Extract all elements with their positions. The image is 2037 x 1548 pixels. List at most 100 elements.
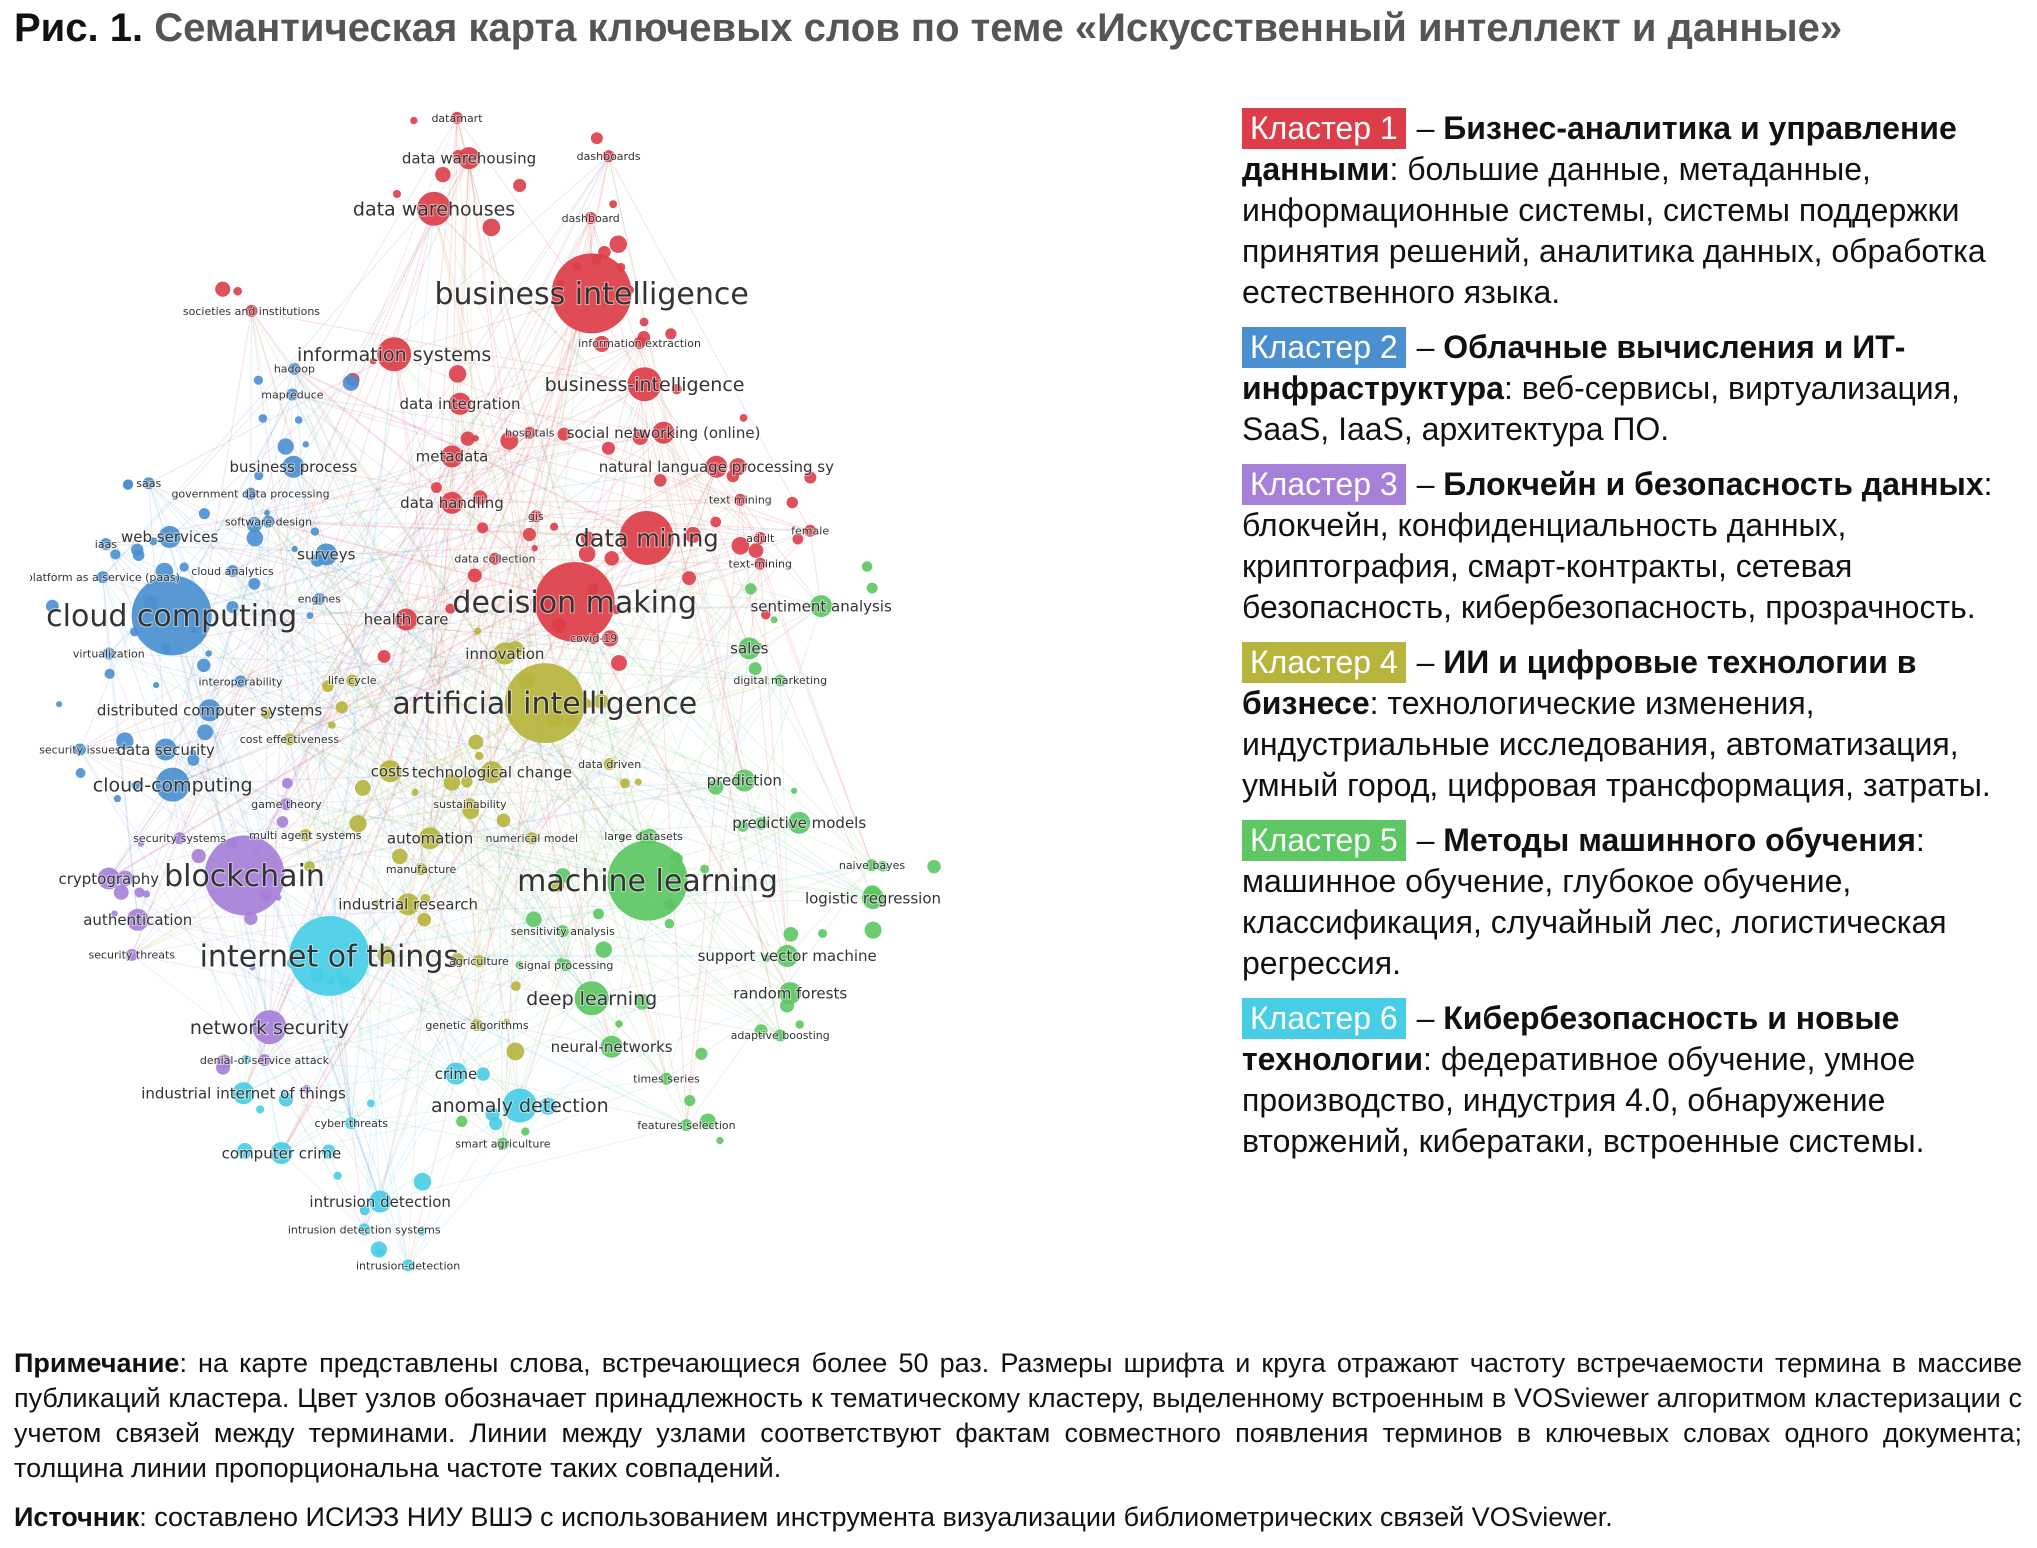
- co-occurrence-link: [380, 1124, 687, 1203]
- term-node: [417, 191, 452, 226]
- term-node: [607, 840, 688, 921]
- co-occurrence-link: [108, 653, 800, 824]
- minor-term-node: [472, 490, 488, 505]
- term-label: deep learning: [526, 988, 657, 1010]
- co-occurrence-link: [609, 647, 750, 765]
- term-label: health care: [364, 611, 449, 629]
- term-label: gis: [528, 510, 544, 523]
- minor-term-node: [241, 1054, 252, 1065]
- term-label: metadata: [416, 448, 489, 466]
- term-label: random forests: [733, 984, 847, 1002]
- term-label: anomaly detection: [431, 1095, 609, 1117]
- cluster-5-description: Кластер 5 – Методы машинного обучения: м…: [1242, 820, 1947, 981]
- minor-term-node: [611, 655, 627, 671]
- co-occurrence-link: [243, 455, 453, 876]
- co-occurrence-link: [429, 403, 461, 839]
- minor-term-node: [215, 281, 231, 297]
- co-occurrence-link: [137, 521, 269, 920]
- co-occurrence-link: [459, 158, 470, 404]
- term-node: [472, 955, 485, 968]
- co-occurrence-link: [405, 466, 717, 620]
- term-node: [131, 575, 212, 656]
- co-occurrence-link: [326, 554, 874, 899]
- term-label: business-intelligence: [545, 374, 745, 396]
- co-occurrence-link: [264, 1059, 457, 1075]
- term-label: logistic regression: [805, 889, 941, 907]
- co-occurrence-link: [102, 577, 265, 1061]
- co-occurrence-link: [240, 619, 407, 682]
- term-node: [600, 1035, 623, 1058]
- co-occurrence-link: [108, 653, 181, 839]
- term-node: [779, 982, 802, 1005]
- minor-term-node: [754, 1024, 768, 1038]
- term-label: network security: [190, 1017, 349, 1039]
- minor-term-node: [281, 777, 293, 789]
- co-occurrence-link: [79, 536, 171, 750]
- term-node: [504, 663, 585, 744]
- co-occurrence-link: [131, 954, 352, 1124]
- term-node: [444, 1062, 467, 1085]
- co-occurrence-link: [232, 570, 422, 870]
- co-occurrence-link: [293, 367, 647, 539]
- term-node: [502, 1088, 537, 1123]
- term-node: [488, 552, 501, 565]
- term-node: [450, 111, 463, 124]
- co-occurrence-link: [469, 499, 741, 805]
- term-label: data integration: [400, 395, 521, 413]
- co-occurrence-link: [131, 903, 409, 956]
- minor-term-node: [593, 908, 604, 920]
- co-occurrence-link: [451, 432, 664, 457]
- co-occurrence-link: [643, 537, 761, 837]
- minor-term-node: [333, 1171, 342, 1180]
- co-occurrence-link: [429, 837, 781, 1036]
- co-occurrence-link: [105, 543, 287, 805]
- co-occurrence-link: [244, 647, 750, 877]
- term-node: [652, 421, 675, 444]
- co-occurrence-link: [407, 558, 496, 905]
- co-occurrence-link: [285, 502, 453, 805]
- term-label: adaptive boosting: [731, 1029, 830, 1042]
- minor-term-node: [695, 1047, 708, 1060]
- co-occurrence-link: [251, 310, 645, 385]
- minor-term-node: [877, 860, 889, 872]
- co-occurrence-link: [491, 679, 781, 773]
- co-occurrence-link: [433, 208, 667, 1079]
- source-label: Источник: [14, 1502, 140, 1532]
- co-occurrence-link: [165, 749, 563, 932]
- term-node: [395, 608, 418, 631]
- co-occurrence-link: [531, 838, 567, 966]
- minor-term-node: [294, 416, 303, 424]
- co-occurrence-link: [79, 466, 717, 750]
- minor-term-node: [417, 1226, 427, 1236]
- minor-term-node: [748, 662, 762, 676]
- term-node: [379, 760, 402, 783]
- term-label: cloud-computing: [93, 774, 253, 796]
- minor-term-node: [468, 734, 484, 750]
- minor-term-node: [745, 583, 757, 595]
- term-node: [463, 798, 476, 811]
- co-occurrence-link: [609, 537, 648, 765]
- minor-term-node: [260, 709, 271, 719]
- co-occurrence-link: [105, 432, 664, 545]
- co-occurrence-link: [478, 466, 717, 962]
- co-occurrence-link: [179, 598, 320, 839]
- term-node: [286, 388, 299, 401]
- term-label: intrusion detection: [309, 1193, 451, 1211]
- term-label: sustainability: [433, 798, 507, 811]
- co-occurrence-link: [243, 155, 610, 876]
- co-occurrence-link: [608, 155, 811, 531]
- term-label: support vector machine: [698, 947, 877, 965]
- minor-term-node: [783, 926, 799, 942]
- co-occurrence-link: [268, 394, 293, 1028]
- term-node: [523, 426, 536, 439]
- term-label: intrusion-detection: [356, 1259, 460, 1272]
- co-occurrence-link: [433, 208, 761, 539]
- term-node: [457, 147, 480, 170]
- co-occurrence-link: [293, 466, 874, 899]
- co-occurrence-link: [390, 679, 781, 772]
- minor-term-node: [818, 928, 828, 938]
- co-occurrence-link: [573, 601, 649, 881]
- minor-term-node: [515, 960, 524, 969]
- minor-term-node: [258, 414, 268, 423]
- co-occurrence-link: [251, 310, 533, 839]
